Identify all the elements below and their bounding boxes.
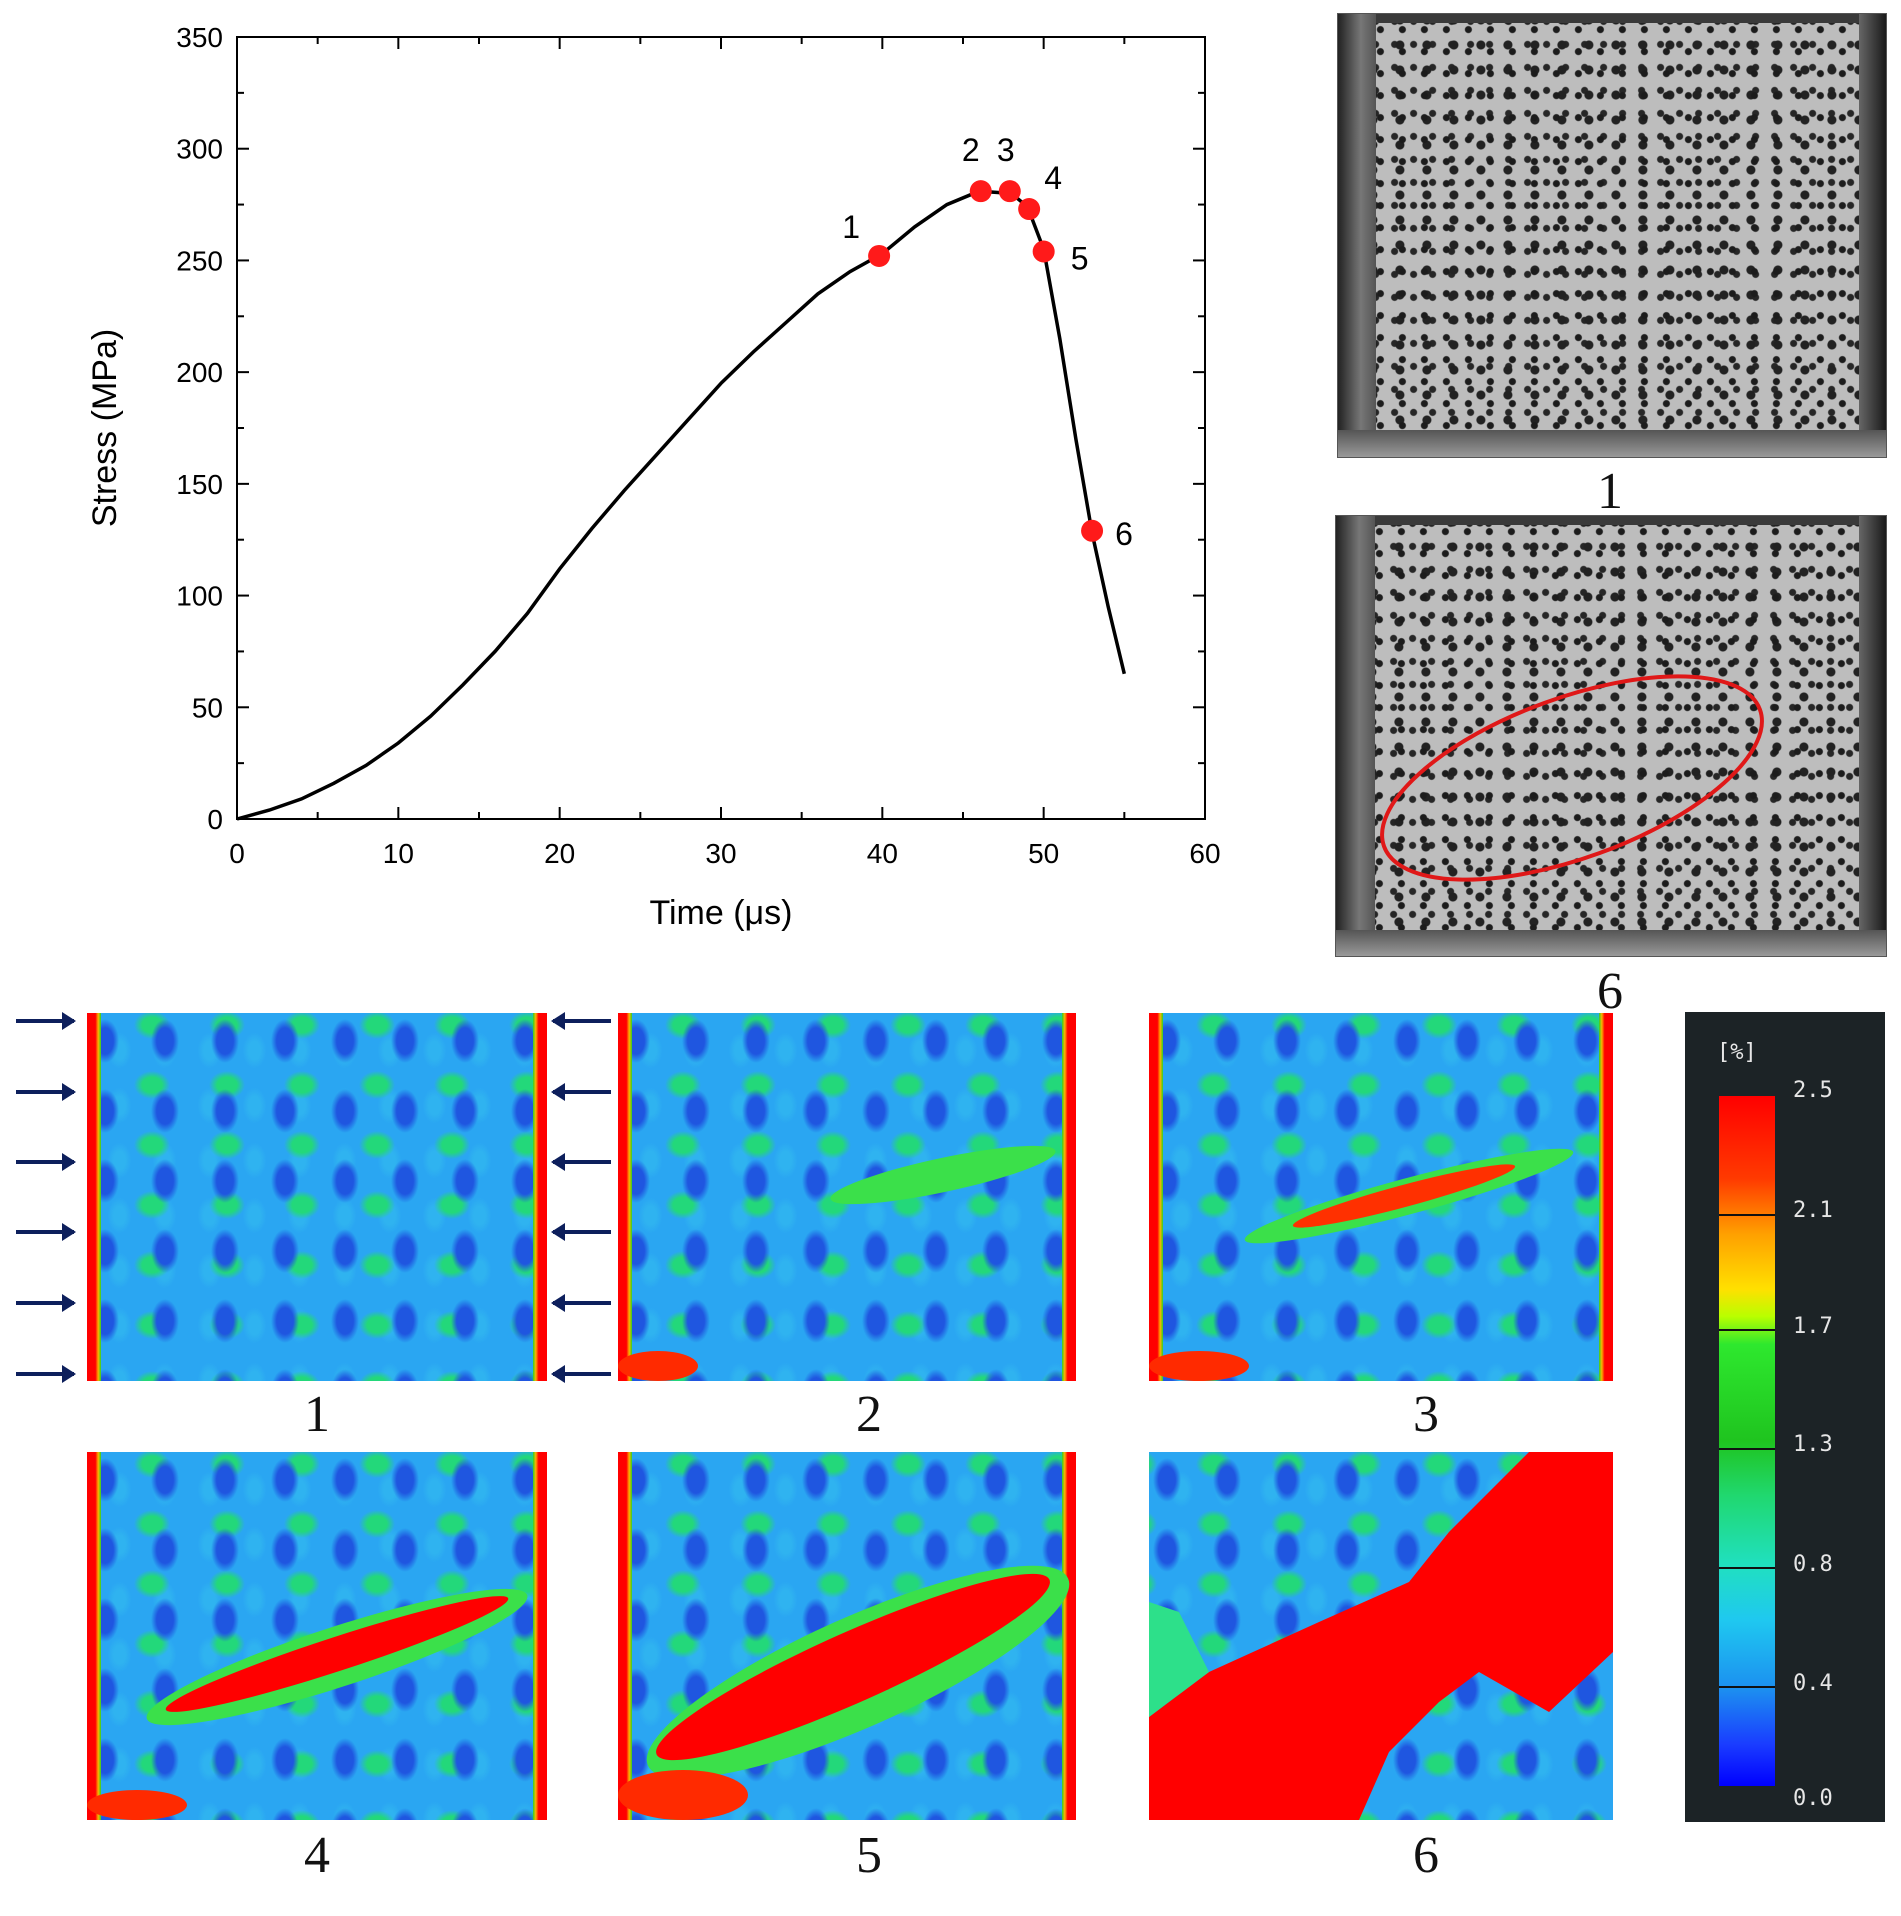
load-arrow-right-icon bbox=[16, 1153, 76, 1171]
y-tick-label: 350 bbox=[176, 22, 223, 53]
shear-band-ellipse bbox=[1380, 674, 1764, 882]
y-tick-label: 0 bbox=[207, 804, 223, 835]
data-point-marker bbox=[1032, 240, 1055, 263]
specimen-edge-left bbox=[1338, 14, 1377, 457]
strain-map-6 bbox=[1149, 1452, 1613, 1820]
x-tick-label: 50 bbox=[1028, 838, 1059, 869]
plot-frame bbox=[236, 36, 1206, 820]
load-arrow-right-icon bbox=[16, 1083, 76, 1101]
x-tick-label: 40 bbox=[867, 838, 898, 869]
strain-map-2 bbox=[618, 1013, 1076, 1381]
colorbar-tick-label: 2.5 bbox=[1793, 1078, 1833, 1103]
load-arrow-left-icon bbox=[551, 1083, 611, 1101]
strain-map-4 bbox=[87, 1452, 547, 1820]
strain-map-label: 6 bbox=[1413, 1827, 1439, 1884]
colorbar-tick bbox=[1719, 1448, 1775, 1450]
x-axis-label: Time (μs) bbox=[650, 894, 793, 932]
y-tick-label: 300 bbox=[176, 134, 223, 165]
colorbar-tick-label: 1.7 bbox=[1793, 1314, 1833, 1339]
data-point-label: 3 bbox=[997, 132, 1015, 168]
speckle-pattern bbox=[1374, 524, 1859, 930]
x-tick-label: 10 bbox=[383, 838, 414, 869]
photo-label: 1 bbox=[1597, 463, 1623, 520]
data-point-label: 5 bbox=[1071, 240, 1089, 276]
speckle-photo-6 bbox=[1335, 515, 1887, 957]
data-point-label: 4 bbox=[1044, 160, 1062, 196]
colorbar-tick-label: 0.0 bbox=[1793, 1786, 1833, 1811]
specimen-edge-bottom bbox=[1336, 929, 1886, 956]
specimen-edge-right bbox=[1858, 516, 1886, 956]
load-arrow-left-icon bbox=[551, 1365, 611, 1383]
load-arrow-left-icon bbox=[551, 1294, 611, 1312]
strain-map-5 bbox=[618, 1452, 1076, 1820]
y-tick-label: 200 bbox=[176, 357, 223, 388]
colorbar-tick bbox=[1719, 1686, 1775, 1688]
colorbar: [%] 2.5 2.1 1.7 1.3 0.8 0.4 0.0 bbox=[1685, 1012, 1885, 1822]
x-tick-label: 60 bbox=[1189, 838, 1220, 869]
failure-zone bbox=[1149, 1452, 1613, 1820]
photo-label: 6 bbox=[1597, 963, 1623, 1020]
data-point-label: 2 bbox=[962, 132, 980, 168]
y-axis-label: Stress (MPa) bbox=[86, 329, 124, 527]
x-tick-label: 30 bbox=[705, 838, 736, 869]
data-point-label: 6 bbox=[1115, 516, 1133, 552]
stress-curve bbox=[236, 189, 1127, 821]
stress-time-chart: 0 10 20 30 40 50 60 0 50 100 150 200 250 300 350 1 2 34… bbox=[86, 22, 1221, 932]
y-tick-label: 150 bbox=[176, 469, 223, 500]
colorbar-tick bbox=[1719, 1214, 1775, 1216]
specimen-edge-left bbox=[1336, 516, 1375, 956]
data-point-label: 1 bbox=[842, 209, 860, 245]
x-tick-label: 0 bbox=[229, 838, 245, 869]
colorbar-tick-label: 0.4 bbox=[1793, 1671, 1833, 1696]
y-tick-label: 250 bbox=[176, 245, 223, 276]
strain-map-label: 4 bbox=[304, 1827, 330, 1884]
strain-map-label: 2 bbox=[856, 1386, 882, 1443]
data-point-marker bbox=[868, 244, 891, 267]
specimen-edge-bottom bbox=[1338, 430, 1886, 457]
colorbar-gradient bbox=[1719, 1096, 1775, 1786]
load-arrow-right-icon bbox=[16, 1365, 76, 1383]
strain-map-label: 5 bbox=[856, 1827, 882, 1884]
colorbar-tick bbox=[1719, 1329, 1775, 1331]
load-arrow-left-icon bbox=[551, 1012, 611, 1030]
colorbar-tick-label: 0.8 bbox=[1793, 1552, 1833, 1577]
load-arrow-left-icon bbox=[551, 1153, 611, 1171]
speckle-pattern bbox=[1376, 22, 1859, 431]
y-tick-label: 100 bbox=[176, 581, 223, 612]
data-point-marker bbox=[998, 180, 1021, 203]
strain-map-label: 3 bbox=[1413, 1386, 1439, 1443]
load-arrow-right-icon bbox=[16, 1294, 76, 1312]
data-point-marker bbox=[969, 180, 992, 203]
strain-map-3 bbox=[1149, 1013, 1613, 1381]
load-arrow-left-icon bbox=[551, 1223, 611, 1241]
colorbar-tick bbox=[1719, 1567, 1775, 1569]
colorbar-tick-label: 1.3 bbox=[1793, 1432, 1833, 1457]
data-point-marker bbox=[1081, 519, 1104, 542]
data-point-marker bbox=[1018, 198, 1041, 221]
y-tick-label: 50 bbox=[192, 692, 223, 723]
specimen-edge-right bbox=[1858, 14, 1886, 457]
load-arrow-right-icon bbox=[16, 1012, 76, 1030]
load-arrow-right-icon bbox=[16, 1223, 76, 1241]
colorbar-unit: [%] bbox=[1717, 1040, 1757, 1065]
strain-map-1 bbox=[87, 1013, 547, 1381]
speckle-photo-1 bbox=[1337, 13, 1887, 458]
colorbar-tick-label: 2.1 bbox=[1793, 1198, 1833, 1223]
x-tick-label: 20 bbox=[544, 838, 575, 869]
strain-map-label: 1 bbox=[304, 1386, 330, 1443]
